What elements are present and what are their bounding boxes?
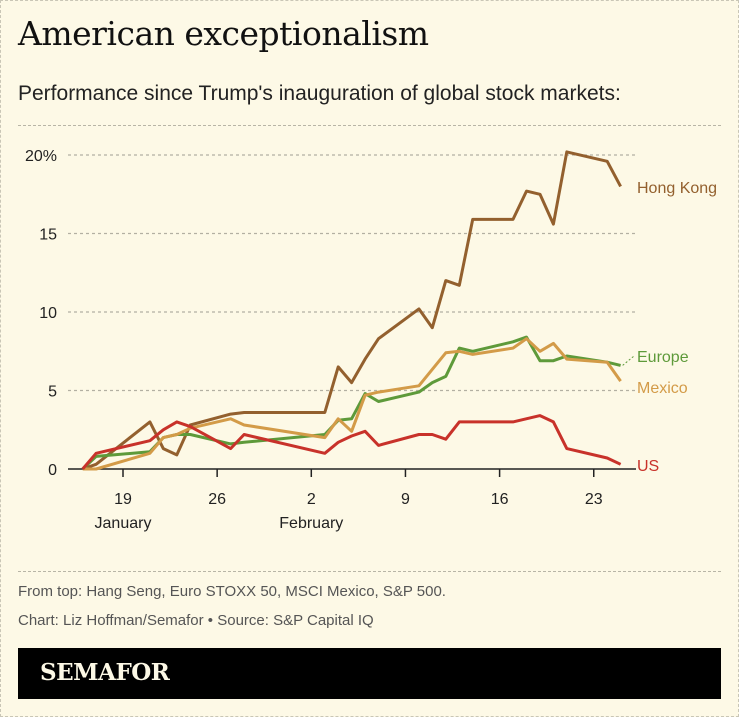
line-chart: 0 5 10 15 20% 19 January 26 2 February 9 16 23 Hong K… (25, 148, 717, 532)
series-line-mexico (82, 337, 622, 471)
x-tick-label: 16 (491, 491, 509, 508)
source-credit: Chart: Liz Hoffman/Semafor • Source: S&P… (18, 612, 374, 629)
y-tick-label: 5 (48, 384, 57, 401)
series-note: From top: Hang Seng, Euro STOXX 50, MSCI… (18, 583, 446, 600)
x-tick-label: 26 (208, 491, 226, 508)
semafor-logo: SEMAFOR (40, 659, 170, 686)
series-line-us (81, 414, 622, 470)
y-tick-label: 20% (25, 148, 57, 165)
x-tick-label: 23 (585, 491, 603, 508)
series-line-hong-kong (82, 150, 622, 471)
series-leader-line (622, 355, 635, 366)
y-tick-label: 0 (48, 462, 57, 479)
x-tick-label: 2 (307, 491, 316, 508)
x-tick-label: 9 (401, 491, 410, 508)
x-month-label: January (95, 515, 152, 532)
chart-subtitle: Performance since Trump's inauguration o… (18, 82, 621, 105)
series-label: US (637, 458, 659, 475)
y-tick-label: 15 (39, 227, 57, 244)
chart-title: American exceptionalism (18, 14, 429, 53)
footer-band: SEMAFOR (18, 648, 721, 699)
bottom-divider (18, 571, 721, 572)
series-label: Mexico (637, 380, 688, 397)
x-month-label: February (279, 515, 343, 532)
x-tick-label: 19 (114, 491, 132, 508)
series-label: Europe (637, 349, 689, 366)
series-label: Hong Kong (637, 180, 717, 197)
y-tick-label: 10 (39, 305, 57, 322)
top-divider (18, 125, 721, 126)
